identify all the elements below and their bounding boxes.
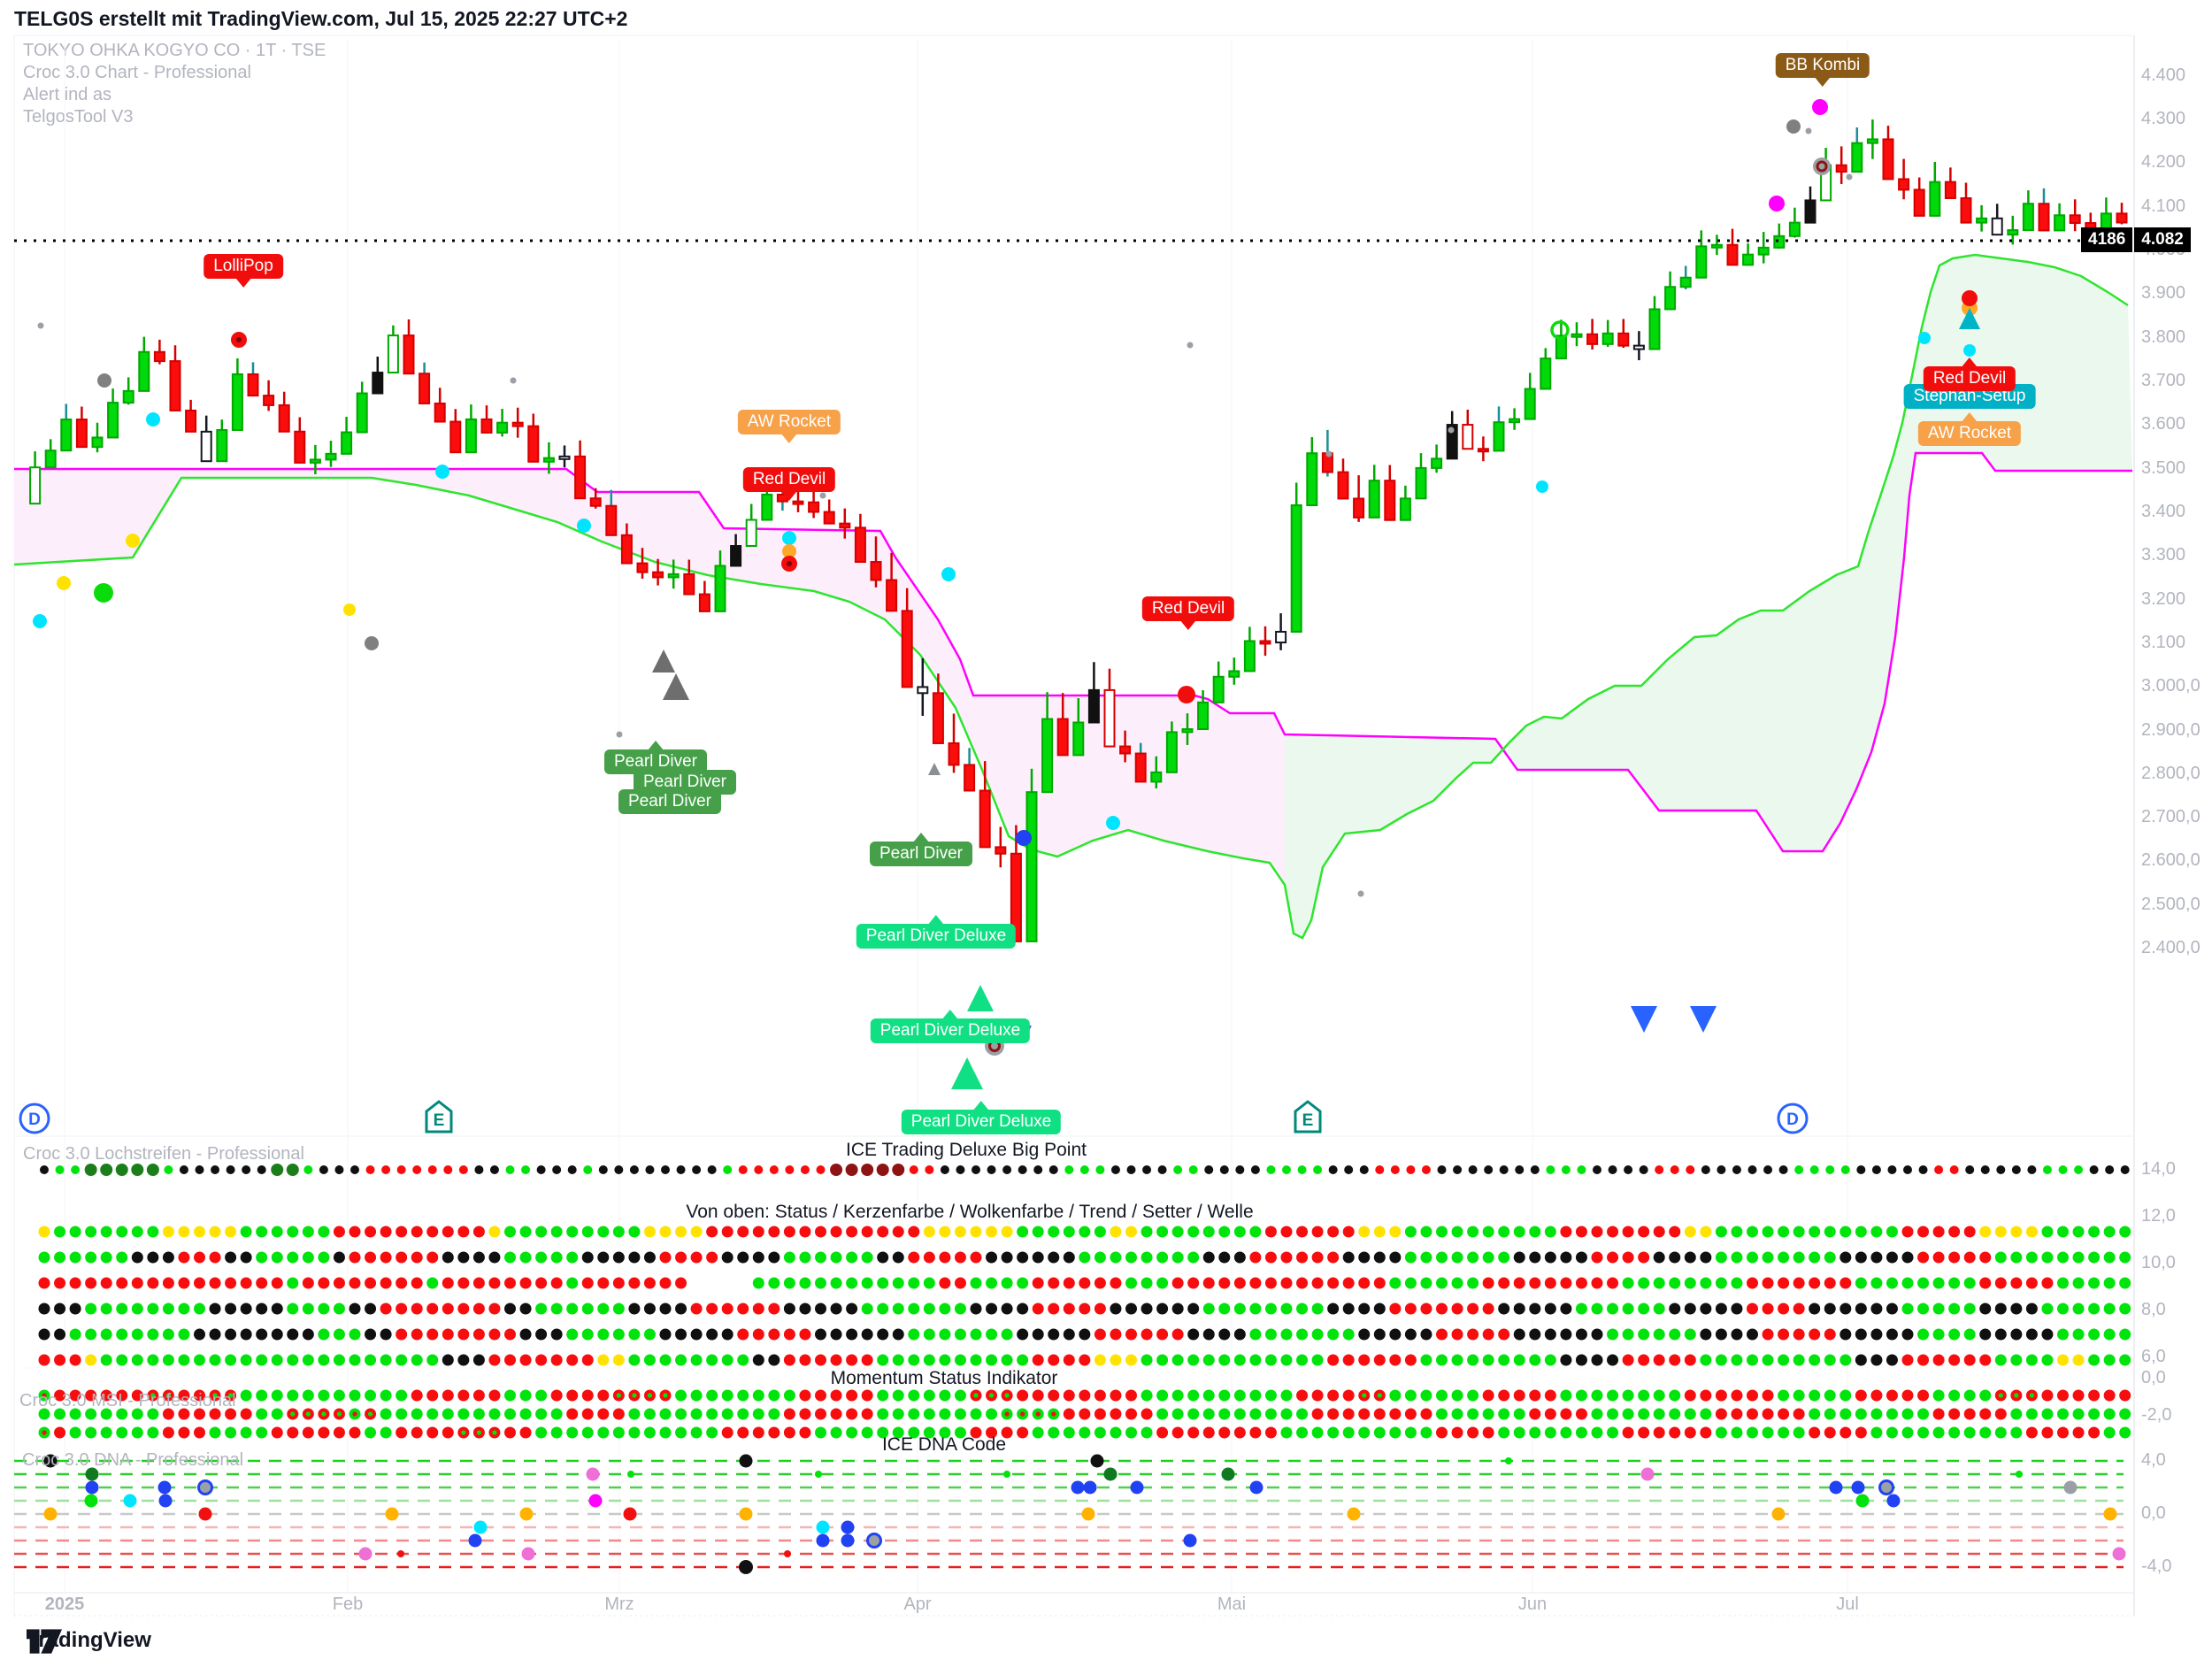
badge-pointer <box>928 915 944 925</box>
signal-badge-pearl-diver-deluxe: Pearl Diver Deluxe <box>856 915 1017 949</box>
price-tick: 3.200 <box>2141 589 2186 609</box>
badge-pointer <box>1962 357 1978 367</box>
panel-title-ice: ICE Trading Deluxe Big Point <box>846 1140 1087 1160</box>
time-tick-jul: Jul <box>1836 1595 1859 1614</box>
time-tick-apr: Apr <box>903 1595 932 1614</box>
badge-pointer <box>942 1010 958 1019</box>
time-tick-jun: Jun <box>1517 1595 1548 1614</box>
last-price-label: 4186 4.082 <box>2081 227 2191 252</box>
price-tick: 2.900,0 <box>2141 720 2200 740</box>
price-tick: 4.300 <box>2141 109 2186 128</box>
price-tick: 10,0 <box>2141 1253 2176 1272</box>
panel-title-msi: Momentum Status Indikator <box>830 1368 1058 1388</box>
signal-badge-pearl-diver: Pearl Diver <box>618 789 721 814</box>
price-tick: 0,0 <box>2141 1368 2166 1387</box>
signal-badge-pearl-diver: Pearl Diver <box>870 833 972 866</box>
panel-label-dna: Croc 3.0 DNA - Professional <box>22 1450 244 1470</box>
tradingview-logo[interactable]: TradingView <box>27 1628 151 1654</box>
svg-text:D: D <box>28 1111 41 1129</box>
signal-markers <box>33 99 1980 1089</box>
signal-badge-red-devil: Red Devil <box>1923 357 2016 391</box>
signal-badge-red-devil: Red Devil <box>1141 596 1235 630</box>
time-tick-2025: 2025 <box>44 1595 85 1614</box>
time-tick-mai: Mai <box>1217 1595 1247 1614</box>
signal-badge-bb-kombi: BB Kombi <box>1775 53 1870 87</box>
svg-text:E: E <box>1302 1111 1314 1130</box>
price-tick: 2.400,0 <box>2141 938 2200 957</box>
indicator-title-2: Alert ind as <box>23 85 112 104</box>
panel-label-msi: Croc 3.0 MSI - Professional <box>19 1391 236 1410</box>
time-tick-mrz: Mrz <box>604 1595 634 1614</box>
badge-pointer <box>234 278 251 288</box>
panel-legend-ice: Von oben: Status / Kerzenfarbe / Wolkenf… <box>686 1202 1254 1222</box>
price-tick: 2.800,0 <box>2141 764 2200 783</box>
price-tick: 3.800 <box>2141 327 2186 347</box>
price-tick: 3.500 <box>2141 458 2186 478</box>
price-tick: 3.600 <box>2141 414 2186 434</box>
symbol-title: TOKYO OHKA KOGYO CO · 1T · TSE <box>23 41 326 60</box>
bars-counter: 4186 <box>2081 227 2133 252</box>
price-tick: 4.100 <box>2141 196 2186 216</box>
badge-pointer <box>647 741 664 750</box>
signal-badge-pearl-diver-deluxe: Pearl Diver Deluxe <box>870 1010 1031 1043</box>
price-tick: 2.500,0 <box>2141 895 2200 914</box>
price-tick: 3.900 <box>2141 283 2186 303</box>
panel-label-lochstreifen: Croc 3.0 Lochstreifen - Professional <box>23 1144 304 1164</box>
price-tick: 4.200 <box>2141 152 2186 172</box>
price-tick: 12,0 <box>2141 1206 2176 1226</box>
price-tick: 2.700,0 <box>2141 807 2200 826</box>
price-tick: 3.400 <box>2141 502 2186 521</box>
panel-title-dna: ICE DNA Code <box>881 1434 1007 1455</box>
price-tick: 3.300 <box>2141 545 2186 565</box>
price-tick: 3.000,0 <box>2141 676 2200 696</box>
price-tick: 14,0 <box>2141 1159 2176 1179</box>
price-tick: 6,0 <box>2141 1347 2166 1366</box>
badge-pointer <box>1814 77 1831 87</box>
signal-badge-red-devil: Red Devil <box>742 467 836 501</box>
signal-badge-aw-rocket: AW Rocket <box>1917 412 2022 446</box>
indicator-title-1: Croc 3.0 Chart - Professional <box>23 63 251 82</box>
signal-badge-pearl-diver: Pearl Diver <box>604 741 707 774</box>
svg-text:D: D <box>1786 1111 1799 1129</box>
price-tick: 3.700 <box>2141 371 2186 390</box>
price-tick: 4.400 <box>2141 65 2186 85</box>
badge-pointer <box>781 491 797 501</box>
price-tick: 2.600,0 <box>2141 850 2200 870</box>
svg-text:E: E <box>434 1111 445 1130</box>
time-tick-feb: Feb <box>332 1595 364 1614</box>
price-tick: 3.100 <box>2141 633 2186 652</box>
dot-matrix-panels <box>38 1164 2131 1439</box>
badge-pointer <box>780 434 797 443</box>
badge-pointer <box>1180 620 1196 630</box>
badge-pointer <box>973 1101 989 1111</box>
badge-pointer <box>912 833 929 842</box>
badge-pointer <box>1961 412 1978 422</box>
dna-panel <box>14 1454 2126 1574</box>
ichimoku-clouds <box>13 253 2132 940</box>
price-tick: 4,0 <box>2141 1450 2166 1470</box>
export-header: TELG0S erstellt mit TradingView.com, Jul… <box>14 7 628 30</box>
last-price-value: 4.082 <box>2134 227 2191 252</box>
signal-badge-pearl-diver-deluxe: Pearl Diver Deluxe <box>901 1101 1062 1134</box>
signal-badge-lollipop: LolliPop <box>204 254 283 288</box>
candles <box>29 119 2128 942</box>
indicator-title-3: TelgosTool V3 <box>23 107 134 127</box>
price-tick: 0,0 <box>2141 1503 2166 1523</box>
price-tick: 8,0 <box>2141 1300 2166 1319</box>
signal-badge-aw-rocket: AW Rocket <box>737 410 841 443</box>
price-tick: -2,0 <box>2141 1405 2172 1425</box>
tradingview-logo-icon <box>27 1629 62 1654</box>
price-tick: -4,0 <box>2141 1556 2172 1576</box>
